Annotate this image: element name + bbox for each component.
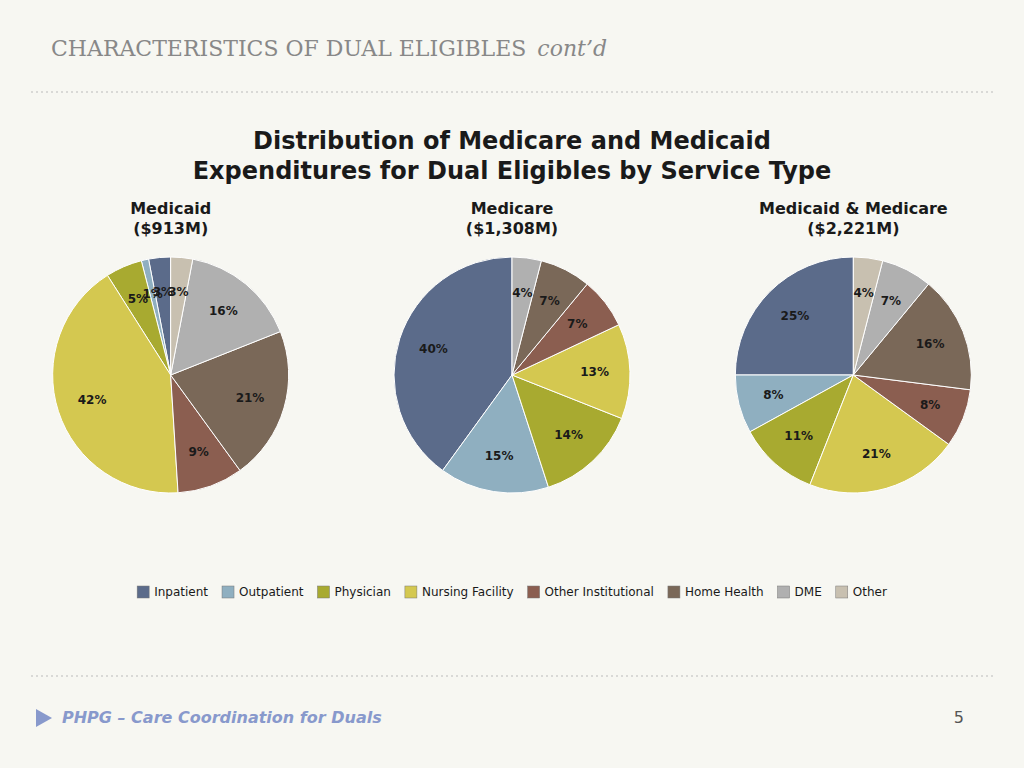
pie-title: Medicaid & Medicare($2,221M) [759,199,948,238]
pie: Medicaid & Medicare($2,221M) 25% 8% 11% 21% 8… [735,199,971,494]
legend-item: DME [778,585,822,599]
legend: Inpatient Outpatient Physician Nursing Faci… [137,585,887,599]
legend-item: Outpatient [222,585,304,599]
legend-item: Other Institutional [528,585,654,599]
slices [394,257,630,493]
legend-label: DME [795,585,822,599]
slices [53,257,289,493]
pie-title: Medicare($1,308M) [466,199,558,238]
chart: CHARACTERISTICS OF DUAL ELIGIBLES cont’d… [0,0,1024,768]
data-label: 3% [168,285,188,299]
data-label: 5% [128,292,148,306]
slice [853,257,882,375]
data-labels: 40% 15% 14% 13% 7% 7% 4% [419,286,609,464]
data-labels: 25% 8% 11% 21% 8% 16% 7% 4% [763,286,944,461]
legend-item: Physician [317,585,390,599]
legend-item: Other [836,585,887,599]
data-label: 8% [920,398,940,412]
legend-label: Home Health [685,585,764,599]
data-label: 7% [881,294,901,308]
legend-swatch [222,586,234,598]
legend-swatch [836,586,848,598]
legend-swatch [405,586,417,598]
legend-item: Home Health [668,585,764,599]
slice [735,257,853,375]
data-label: 16% [916,337,945,351]
footer-text: PHPG – Care Coordination for Duals [62,708,382,727]
footer-page: 5 [954,708,964,727]
data-label: 4% [853,286,873,300]
slice [512,257,541,375]
separator [31,676,993,677]
slice [171,257,193,375]
title: Distribution of Medicare and MedicaidExp… [193,127,832,185]
data-label: 4% [512,286,532,300]
legend-swatch [317,586,329,598]
data-label: 13% [580,365,609,379]
legend-item: Inpatient [137,585,208,599]
header-italic: cont’d [537,36,607,61]
header: CHARACTERISTICS OF DUAL ELIGIBLES [51,36,533,61]
background [0,0,1024,768]
slice [53,275,178,493]
legend-label: Other Institutional [545,585,654,599]
data-label: 25% [781,309,810,323]
data-label: 11% [784,429,813,443]
data-label: 21% [236,391,265,405]
slices [735,257,971,493]
data-label: 7% [567,317,587,331]
data-label: 15% [485,449,514,463]
legend-swatch [668,586,680,598]
separator [31,92,993,93]
legend-swatch [528,586,540,598]
legend-label: Outpatient [239,585,304,599]
pie: Medicaid($913M)3%1%5%42%9%21%16%3% [53,199,289,493]
legend-item: Nursing Facility [405,585,514,599]
data-label: 21% [862,447,891,461]
data-label: 16% [209,304,238,318]
legend-label: Nursing Facility [422,585,514,599]
data-label: 8% [763,388,783,402]
data-label: 14% [554,428,583,442]
pie: Medicare($1,308M) 40% 15% 14% 13% 7% 7% 4% [394,199,630,494]
data-label: 7% [539,294,559,308]
legend-label: Other [853,585,887,599]
legend-label: Physician [334,585,390,599]
data-label: 9% [188,445,208,459]
data-label: 42% [78,393,107,407]
legend-swatch [778,586,790,598]
legend-label: Inpatient [154,585,208,599]
pie-title: Medicaid($913M) [130,199,211,238]
data-labels: 3%1%5%42%9%21%16%3% [78,285,265,459]
footer-triangle [36,709,52,727]
data-label: 40% [419,342,448,356]
slice [512,257,513,375]
legend-swatch [137,586,149,598]
